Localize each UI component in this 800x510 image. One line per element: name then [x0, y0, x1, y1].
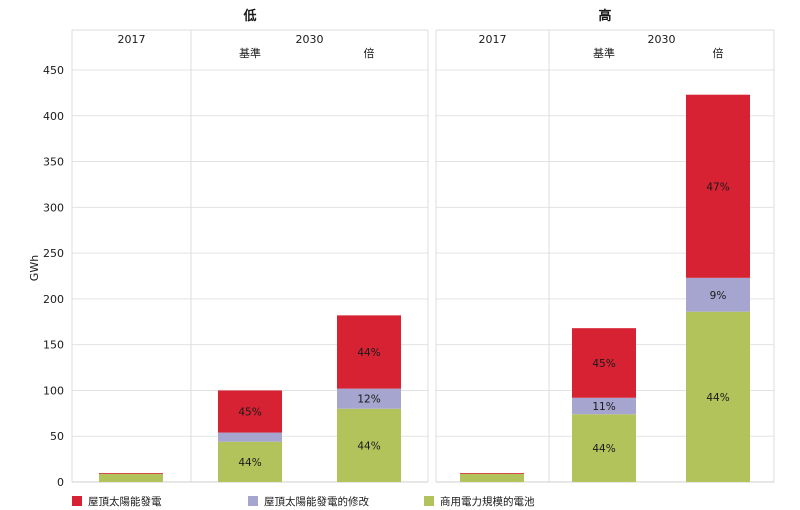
- bar-segment: [460, 473, 524, 482]
- y-axis: GWh 0 50 100 150 200 250 300 350 400 450: [28, 64, 64, 489]
- bar-segment: [337, 408, 401, 482]
- bar-segment: [99, 473, 163, 482]
- y-tick-label: 250: [43, 247, 64, 260]
- bar-data-label: 45%: [238, 406, 261, 418]
- bar-data-label: 12%: [357, 394, 380, 406]
- group-year-label: 2030: [648, 33, 676, 46]
- legend: 屋頂太陽能發電 屋頂太陽能發電的修改 商用電力規模的電池: [72, 495, 535, 508]
- bar-data-label: 44%: [592, 443, 615, 455]
- bar-segment: [572, 328, 636, 398]
- bar-segment: [572, 414, 636, 482]
- legend-label: 屋頂太陽能發電的修改: [264, 495, 369, 508]
- y-tick-label: 50: [50, 430, 64, 443]
- y-tick-label: 150: [43, 339, 64, 352]
- bar-segment: [218, 441, 282, 482]
- legend-label: 商用電力規模的電池: [440, 495, 535, 508]
- legend-swatch: [72, 496, 82, 506]
- bar-segment: [99, 473, 163, 474]
- bar-data-label: 44%: [706, 392, 729, 404]
- bar-segment: [572, 397, 636, 415]
- bar-data-label: 44%: [238, 457, 261, 469]
- group-year-label: 2017: [479, 33, 507, 46]
- scenario-label: 基準: [593, 46, 615, 60]
- panel-title: 高: [598, 8, 611, 24]
- legend-label: 屋頂太陽能發電: [88, 495, 162, 508]
- bar-segment: [337, 315, 401, 389]
- bar-data-label: 44%: [357, 347, 380, 359]
- bars: 44% 45% 44% 12% 44% 44% 11% 45% 44% 9% 47%: [99, 94, 750, 482]
- bar-data-label: 45%: [592, 358, 615, 370]
- bar-segment: [686, 277, 750, 312]
- y-tick-label: 450: [43, 64, 64, 77]
- group-year-label: 2030: [296, 33, 324, 46]
- scenario-label: 倍: [364, 46, 375, 60]
- y-tick-label: 350: [43, 156, 64, 169]
- y-tick-label: 200: [43, 293, 64, 306]
- scenario-label: 倍: [713, 46, 724, 60]
- bar-data-label: 9%: [710, 290, 727, 302]
- gridlines: [72, 69, 774, 483]
- bar-segment: [460, 473, 524, 474]
- bar-data-label: 11%: [592, 401, 615, 413]
- y-tick-label: 300: [43, 201, 64, 214]
- bar-segment: [686, 94, 750, 278]
- legend-swatch: [424, 496, 434, 506]
- panel-title: 低: [242, 8, 256, 24]
- bar-segment: [337, 388, 401, 409]
- legend-swatch: [248, 496, 258, 506]
- y-tick-label: 400: [43, 110, 64, 123]
- panel-frames: 低 2017 2030 基準 倍 高 2017 2030 基準 倍: [71, 8, 775, 483]
- y-axis-label: GWh: [28, 255, 41, 281]
- bar-data-label: 44%: [357, 440, 380, 452]
- y-tick-label: 0: [57, 476, 64, 489]
- bar-data-label: 47%: [706, 181, 729, 193]
- y-tick-label: 100: [43, 384, 64, 397]
- bar-segment: [218, 432, 282, 442]
- scenario-label: 基準: [239, 46, 261, 60]
- bar-segment: [218, 390, 282, 433]
- bar-segment: [686, 311, 750, 482]
- group-year-label: 2017: [118, 33, 146, 46]
